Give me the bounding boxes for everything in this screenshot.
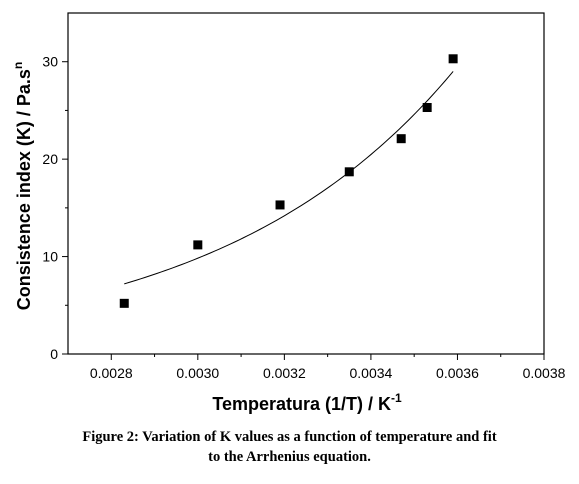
x-tick-label: 0.0036 (436, 365, 479, 381)
data-point (275, 200, 285, 210)
x-axis-title: Temperatura (1/T) / K-1 (212, 391, 402, 414)
y-axis-title: Consistence index (K) / Pa.sn (11, 62, 34, 310)
data-point (119, 298, 129, 308)
scatter-chart: 0.0028 0.0030 0.0032 0.0034 0.0036 0.0038 0 10 2… (11, 12, 566, 414)
x-tick-label: 0.0034 (349, 365, 392, 381)
caption-line-2: to the Arrhenius equation. (208, 449, 371, 465)
data-point (344, 167, 354, 177)
fit-curve (124, 71, 454, 285)
y-tick-label: 30 (42, 54, 58, 70)
plot-border (67, 12, 545, 355)
data-point (448, 54, 458, 64)
y-tick-label: 0 (50, 346, 58, 362)
data-point (193, 240, 203, 250)
x-tick-label: 0.0028 (90, 365, 133, 381)
y-tick-label: 10 (42, 249, 58, 265)
points-layer (119, 54, 458, 308)
figure-caption: Figure 2: Variation of K values as a fun… (30, 427, 549, 467)
caption-line-1: Figure 2: Variation of K values as a fun… (82, 429, 497, 445)
x-tick-label: 0.0030 (176, 365, 219, 381)
x-tick-label: 0.0038 (523, 365, 566, 381)
axis-ticks (62, 61, 545, 360)
plot-frame (67, 12, 545, 355)
data-point (396, 134, 406, 144)
x-tick-label: 0.0032 (263, 365, 306, 381)
fit-layer (124, 71, 454, 285)
tick-labels: 0.0028 0.0030 0.0032 0.0034 0.0036 0.0038 0 10 2… (42, 54, 565, 381)
data-point (422, 103, 432, 113)
y-tick-label: 20 (42, 151, 58, 167)
